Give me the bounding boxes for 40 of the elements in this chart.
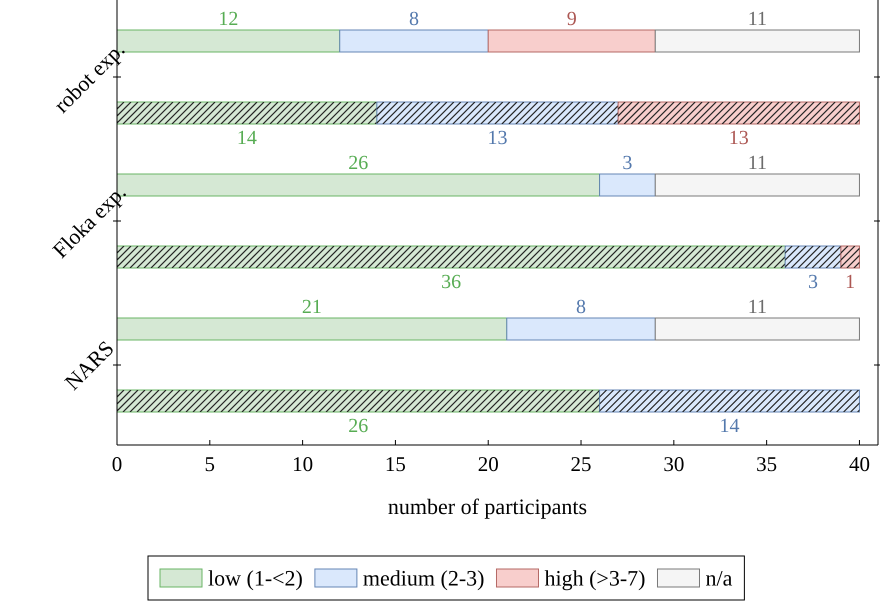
data-label: 26 (348, 415, 368, 437)
x-tick-label: 25 (570, 452, 592, 476)
x-axis-title: number of participants (388, 494, 588, 519)
data-label: 11 (748, 296, 767, 318)
bar (654, 174, 860, 196)
data-label: 9 (566, 8, 577, 30)
data-label: 11 (748, 152, 767, 174)
bar (116, 318, 508, 340)
x-tick-label: 40 (848, 452, 870, 476)
data-label: 13 (488, 127, 508, 149)
legend-label: high (>3-7) (544, 566, 646, 591)
data-label: 12 (218, 8, 238, 30)
x-tick-label: 5 (204, 452, 216, 476)
bar (599, 174, 656, 196)
x-tick-label: 20 (478, 452, 499, 476)
legend-label: medium (2-3) (362, 566, 484, 591)
x-tick-label: 15 (384, 452, 406, 476)
bar (654, 318, 860, 340)
data-label: 8 (408, 8, 419, 30)
data-label: 11 (748, 8, 767, 30)
bar (339, 30, 489, 52)
data-label: 3 (808, 271, 818, 293)
bar (654, 30, 860, 52)
data-label: 14 (720, 415, 740, 437)
x-tick-label: 35 (756, 452, 778, 476)
data-label: 36 (441, 271, 462, 293)
data-label: 26 (348, 152, 368, 174)
data-label: 3 (622, 152, 632, 174)
data-label: 14 (236, 127, 257, 149)
bar (506, 318, 656, 340)
data-label: 21 (302, 296, 322, 318)
data-label: 8 (576, 296, 586, 318)
bar (488, 30, 656, 52)
legend-label: low (1-<2) (208, 566, 303, 591)
x-tick-label: 30 (663, 452, 684, 476)
x-tick-label: 10 (292, 452, 314, 476)
data-label: 1 (845, 271, 856, 293)
legend-label: n/a (705, 566, 733, 591)
x-tick-label: 0 (112, 452, 122, 476)
data-label: 13 (728, 127, 749, 149)
